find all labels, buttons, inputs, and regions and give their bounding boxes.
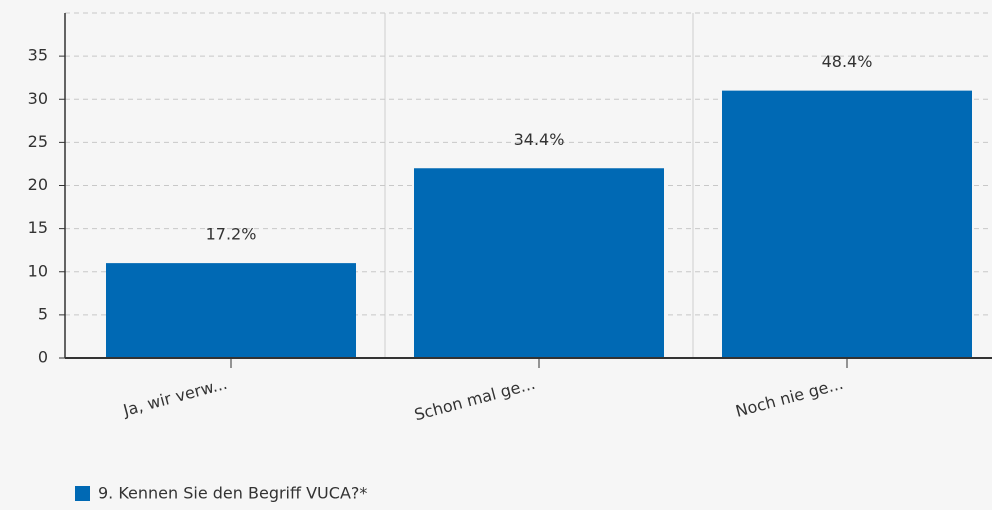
bar <box>414 168 664 358</box>
x-tick-label: Schon mal ge... <box>412 374 537 425</box>
y-tick-label: 5 <box>38 304 48 323</box>
y-tick-label: 0 <box>38 348 48 367</box>
bar <box>722 90 972 358</box>
data-label: 17.2% <box>206 225 257 244</box>
y-tick-label: 15 <box>28 218 48 237</box>
bar <box>106 263 356 358</box>
y-tick-label: 10 <box>28 261 48 280</box>
data-label: 48.4% <box>822 52 873 71</box>
y-tick-label: 20 <box>28 175 48 194</box>
x-tick-label: Ja, wir verw... <box>120 374 229 420</box>
y-tick-label: 25 <box>28 132 48 151</box>
y-tick-label: 35 <box>28 46 48 65</box>
y-tick-label: 30 <box>28 89 48 108</box>
x-tick-label: Noch nie ge... <box>733 374 845 421</box>
data-label: 34.4% <box>514 130 565 149</box>
legend-label: 9. Kennen Sie den Begriff VUCA?* <box>98 484 367 503</box>
legend-swatch <box>75 486 90 501</box>
